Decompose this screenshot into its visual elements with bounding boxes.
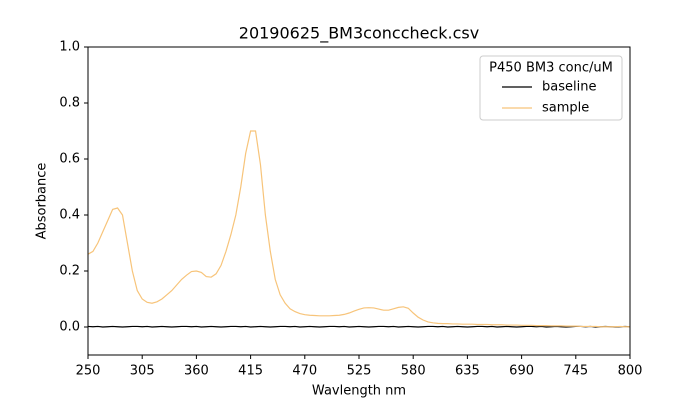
x-tick-label: 305	[130, 364, 155, 379]
y-tick-label: 0.4	[59, 208, 80, 223]
x-tick-label: 635	[455, 364, 480, 379]
legend: P450 BM3 conc/uM baseline sample	[479, 55, 623, 121]
data-line	[87, 130, 630, 328]
y-tick-label: 0.6	[59, 152, 80, 167]
x-tick-label: 580	[401, 364, 426, 379]
x-tick-label: 800	[618, 364, 643, 379]
x-tick-label: 415	[238, 364, 263, 379]
y-tick-label: 0.8	[59, 96, 80, 111]
x-tick-label: 250	[76, 364, 101, 379]
data-line	[87, 325, 631, 328]
x-tick-label: 690	[509, 364, 534, 379]
legend-box	[479, 55, 623, 121]
legend-label: baseline	[542, 80, 596, 95]
y-tick-label: 0.2	[59, 264, 80, 279]
x-tick-label: 745	[563, 364, 588, 379]
x-tick-label: 525	[347, 364, 372, 379]
x-tick-label: 470	[292, 364, 317, 379]
y-tick-label: 1.0	[59, 40, 80, 55]
y-axis-label: Absorbance	[35, 163, 50, 240]
chart-title: 20190625_BM3conccheck.csv	[239, 24, 479, 44]
x-tick-label: 360	[184, 364, 209, 379]
plot-frame	[87, 46, 631, 356]
legend-title: P450 BM3 conc/uM	[489, 61, 613, 76]
y-tick-label: 0.0	[59, 320, 80, 335]
legend-label: sample	[542, 101, 589, 116]
x-axis-label: Wavlength nm	[312, 384, 406, 399]
